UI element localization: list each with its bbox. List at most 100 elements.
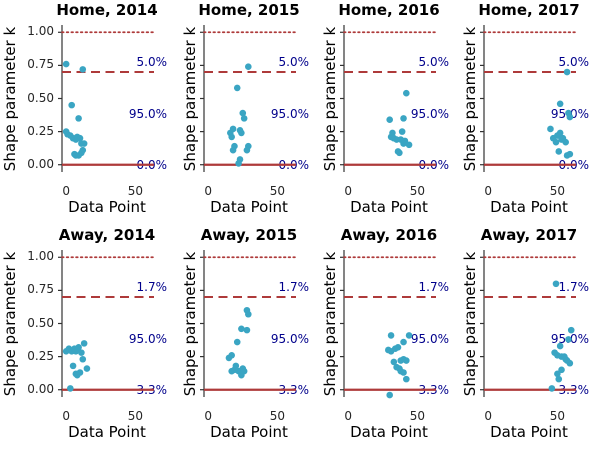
annotation-mid-pct: 95.0%: [410, 107, 449, 122]
scatter-point: [555, 375, 563, 383]
plot-area: [58, 25, 155, 172]
scatter-point: [67, 385, 74, 392]
y-axis-label: Shape parameter k: [321, 251, 339, 396]
scatter-point: [238, 371, 245, 379]
scatter-point: [405, 332, 413, 339]
scatter-point: [565, 336, 572, 343]
plot-title: Away, 2017: [480, 226, 578, 244]
scatter-point: [567, 326, 575, 334]
scatter-point: [403, 375, 410, 383]
plot-area: [200, 25, 297, 172]
scatter-point: [80, 340, 88, 347]
scatter-point: [62, 60, 70, 68]
scatter-point: [547, 125, 554, 133]
scatter-point: [243, 326, 251, 334]
scatter-point: [228, 367, 235, 375]
scatter-point: [548, 385, 556, 392]
scatter-point: [240, 115, 248, 122]
plot-area: [58, 250, 155, 397]
scatter-point: [400, 115, 407, 122]
annotation-mid-pct: 95.0%: [410, 332, 449, 347]
y-tick-label: 0.50: [27, 90, 54, 105]
annotation-upper-pct: 5.0%: [418, 55, 450, 70]
y-tick-label: 1.00: [27, 24, 54, 39]
x-tick-label: 50: [269, 184, 286, 198]
y-axis-label: Shape parameter k: [321, 26, 339, 171]
annotation-mid-pct: 95.0%: [128, 107, 167, 122]
scatter-point: [566, 113, 574, 121]
x-tick-label: 0: [62, 409, 70, 423]
scatter-point: [79, 355, 87, 363]
y-tick-label: 0.00: [27, 156, 54, 171]
plot-title: Home, 2017: [478, 1, 580, 19]
plot-area: [480, 25, 577, 172]
scatter-point: [566, 150, 574, 158]
scatter-point: [229, 146, 237, 154]
scatter-point: [228, 133, 235, 141]
y-tick-label: 0.75: [27, 57, 54, 72]
scatter-point: [76, 134, 84, 142]
x-tick-label: 0: [204, 409, 212, 423]
scatter-point: [80, 140, 88, 147]
scatter-point: [68, 101, 75, 109]
scatter-point: [390, 358, 398, 366]
scatter-point: [562, 138, 569, 146]
scatter-point: [566, 359, 574, 367]
y-tick-label: 0.50: [27, 315, 54, 330]
plot-title: Away, 2014: [58, 226, 156, 244]
scatter-point: [75, 115, 82, 122]
annotation-mid-pct: 95.0%: [270, 332, 309, 347]
plot-title: Away, 2015: [200, 226, 298, 244]
scatter-point: [389, 129, 396, 137]
scatter-point: [556, 129, 564, 137]
plot-title: Home, 2015: [198, 1, 300, 19]
scatter-point: [563, 68, 571, 76]
scatter-point: [245, 310, 252, 318]
scatter-point: [554, 370, 561, 378]
x-tick-label: 50: [409, 409, 426, 423]
plot-area: [200, 250, 297, 397]
plot-title: Home, 2016: [338, 1, 440, 19]
scatter-point: [552, 280, 560, 288]
x-tick-label: 50: [549, 184, 566, 198]
x-tick-label: 0: [484, 184, 492, 198]
x-axis-label: Data Point: [490, 198, 568, 216]
x-tick-label: 0: [62, 184, 70, 198]
annotation-upper-pct: 1.7%: [418, 280, 450, 295]
annotation-upper-pct: 1.7%: [278, 280, 310, 295]
x-axis-label: Data Point: [350, 198, 428, 216]
scatter-point: [403, 89, 410, 97]
annotation-upper-pct: 1.7%: [558, 280, 590, 295]
scatter-point: [245, 63, 252, 71]
scatter-point: [398, 128, 406, 135]
x-axis-label: Data Point: [350, 423, 428, 441]
annotation-mid-pct: 95.0%: [270, 107, 309, 122]
scatter-point: [76, 369, 84, 376]
annotation-mid-pct: 95.0%: [128, 332, 167, 347]
scatter-point: [83, 365, 91, 372]
scatter-point: [394, 344, 402, 351]
scatter-point: [555, 148, 563, 155]
scatter-point: [403, 357, 410, 364]
x-tick-label: 0: [204, 184, 212, 198]
x-tick-label: 0: [344, 184, 352, 198]
scatter-point: [386, 116, 393, 123]
scatter-point: [78, 349, 85, 356]
scatter-point: [387, 332, 395, 339]
annotation-upper-pct: 1.7%: [136, 280, 168, 295]
x-axis-label: Data Point: [68, 423, 146, 441]
scatter-point: [396, 149, 403, 157]
y-axis-label: Shape parameter k: [1, 251, 19, 396]
scatter-point: [400, 369, 407, 376]
x-axis-label: Data Point: [210, 423, 288, 441]
x-tick-label: 0: [484, 409, 492, 423]
plot-area: [480, 250, 577, 397]
x-tick-label: 50: [127, 184, 144, 198]
y-tick-label: 0.00: [27, 381, 54, 396]
annotation-upper-pct: 5.0%: [136, 55, 168, 70]
scatter-point: [235, 160, 242, 167]
scatter-point: [238, 325, 245, 333]
x-tick-label: 50: [409, 184, 426, 198]
scatter-point: [400, 338, 407, 346]
scatter-point: [238, 129, 245, 137]
